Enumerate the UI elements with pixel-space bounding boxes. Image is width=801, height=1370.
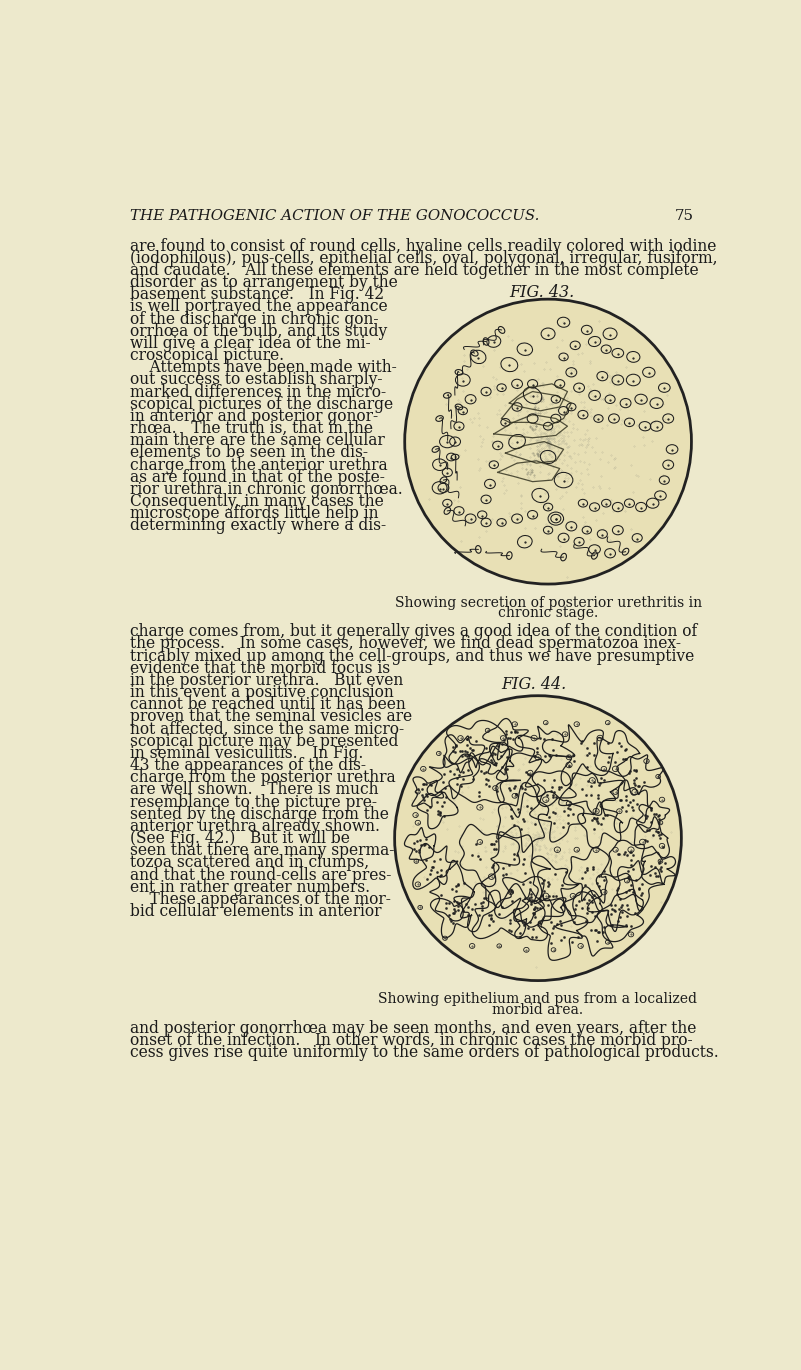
Text: rhœa.   The truth is, that in the: rhœa. The truth is, that in the — [130, 421, 372, 437]
Text: of the discharge in chronic gon-: of the discharge in chronic gon- — [130, 311, 378, 327]
Text: charge comes from, but it generally gives a good idea of the condition of: charge comes from, but it generally give… — [130, 623, 697, 640]
Text: will give a clear idea of the mi-: will give a clear idea of the mi- — [130, 334, 370, 352]
Text: bid cellular elements in anterior: bid cellular elements in anterior — [130, 903, 381, 921]
Text: microscope affords little help in: microscope affords little help in — [130, 506, 378, 522]
Text: resemblance to the picture pre-: resemblance to the picture pre- — [130, 793, 376, 811]
Text: disorder as to arrangement by the: disorder as to arrangement by the — [130, 274, 397, 290]
Text: rior urethra in chronic gonorrhœa.: rior urethra in chronic gonorrhœa. — [130, 481, 402, 497]
Text: tricably mixed up among the cell-groups, and thus we have presumptive: tricably mixed up among the cell-groups,… — [130, 648, 694, 664]
Text: in anterior and posterior gonor-: in anterior and posterior gonor- — [130, 408, 378, 425]
Text: 75: 75 — [674, 208, 694, 223]
Text: FIG. 43.: FIG. 43. — [509, 284, 574, 301]
Text: determining exactly where a dis-: determining exactly where a dis- — [130, 518, 386, 534]
Text: onset of the infection.   In other words, in chronic cases the morbid pro-: onset of the infection. In other words, … — [130, 1032, 692, 1049]
Text: in the posterior urethra.   But even: in the posterior urethra. But even — [130, 671, 403, 689]
Text: FIG. 44.: FIG. 44. — [501, 677, 567, 693]
Text: (iodophilous), pus-cells, epithelial cells, oval, polygonal, irregular, fusiform: (iodophilous), pus-cells, epithelial cel… — [130, 249, 717, 267]
Text: evidence that the morbid focus is: evidence that the morbid focus is — [130, 660, 390, 677]
Text: and caudate.   All these elements are held together in the most complete: and caudate. All these elements are held… — [130, 262, 698, 279]
Text: 43 the appearances of the dis-: 43 the appearances of the dis- — [130, 758, 365, 774]
Text: Showing epithelium and pus from a localized: Showing epithelium and pus from a locali… — [379, 992, 698, 1006]
Text: orrhœa of the bulb, and its study: orrhœa of the bulb, and its study — [130, 323, 387, 340]
Text: ent in rather greater numbers.: ent in rather greater numbers. — [130, 878, 370, 896]
Text: Showing secretion of posterior urethritis in: Showing secretion of posterior urethriti… — [395, 596, 702, 610]
Text: the process.   In some cases, however, we find dead spermatozoa inex-: the process. In some cases, however, we … — [130, 636, 681, 652]
Text: as are found in that of the poste-: as are found in that of the poste- — [130, 469, 384, 486]
Text: is well portrayed the appearance: is well portrayed the appearance — [130, 299, 387, 315]
Text: These appearances of the mor-: These appearances of the mor- — [130, 890, 390, 908]
Text: cess gives rise quite uniformly to the same orders of pathological products.: cess gives rise quite uniformly to the s… — [130, 1044, 718, 1062]
Text: anterior urethra already shown.: anterior urethra already shown. — [130, 818, 380, 834]
Text: not affected, since the same micro-: not affected, since the same micro- — [130, 721, 404, 737]
Text: elements to be seen in the dis-: elements to be seen in the dis- — [130, 444, 368, 462]
Text: in this event a positive conclusion: in this event a positive conclusion — [130, 684, 393, 701]
Circle shape — [396, 696, 681, 980]
Text: marked differences in the micro-: marked differences in the micro- — [130, 384, 386, 400]
Text: out success to establish sharply-: out success to establish sharply- — [130, 371, 382, 388]
Text: cannot be reached until it has been: cannot be reached until it has been — [130, 696, 405, 714]
Text: THE PATHOGENIC ACTION OF THE GONOCOCCUS.: THE PATHOGENIC ACTION OF THE GONOCOCCUS. — [130, 208, 539, 223]
Text: chronic stage.: chronic stage. — [498, 607, 598, 621]
Text: sented by the discharge from the: sented by the discharge from the — [130, 806, 388, 823]
Text: basement substance.   In Fig. 42: basement substance. In Fig. 42 — [130, 286, 384, 303]
Text: charge from the anterior urethra: charge from the anterior urethra — [130, 456, 387, 474]
Text: main there are the same cellular: main there are the same cellular — [130, 432, 384, 449]
Circle shape — [405, 300, 690, 584]
Text: scopical pictures of the discharge: scopical pictures of the discharge — [130, 396, 392, 412]
Text: and that the round-cells are pres-: and that the round-cells are pres- — [130, 867, 391, 884]
Text: seen that there are many sperma-: seen that there are many sperma- — [130, 843, 394, 859]
Text: are found to consist of round cells, hyaline cells readily colored with iodine: are found to consist of round cells, hya… — [130, 237, 716, 255]
Text: in seminal vesiculitis.   In Fig.: in seminal vesiculitis. In Fig. — [130, 745, 363, 762]
Text: Attempts have been made with-: Attempts have been made with- — [130, 359, 396, 377]
Text: (See Fig. 42.)   But it will be: (See Fig. 42.) But it will be — [130, 830, 349, 847]
Text: morbid area.: morbid area. — [493, 1003, 584, 1017]
Text: tozoa scattered and in clumps,: tozoa scattered and in clumps, — [130, 855, 368, 871]
Text: charge from the posterior urethra: charge from the posterior urethra — [130, 770, 395, 786]
Text: Consequently, in many cases the: Consequently, in many cases the — [130, 493, 384, 510]
Text: and posterior gonorrhœa may be seen months, and even years, after the: and posterior gonorrhœa may be seen mont… — [130, 1019, 696, 1037]
Text: are well shown.   There is much: are well shown. There is much — [130, 781, 378, 799]
Text: proven that the seminal vesicles are: proven that the seminal vesicles are — [130, 708, 412, 726]
Text: scopical picture may be presented: scopical picture may be presented — [130, 733, 398, 749]
Text: croscopical picture.: croscopical picture. — [130, 347, 284, 364]
